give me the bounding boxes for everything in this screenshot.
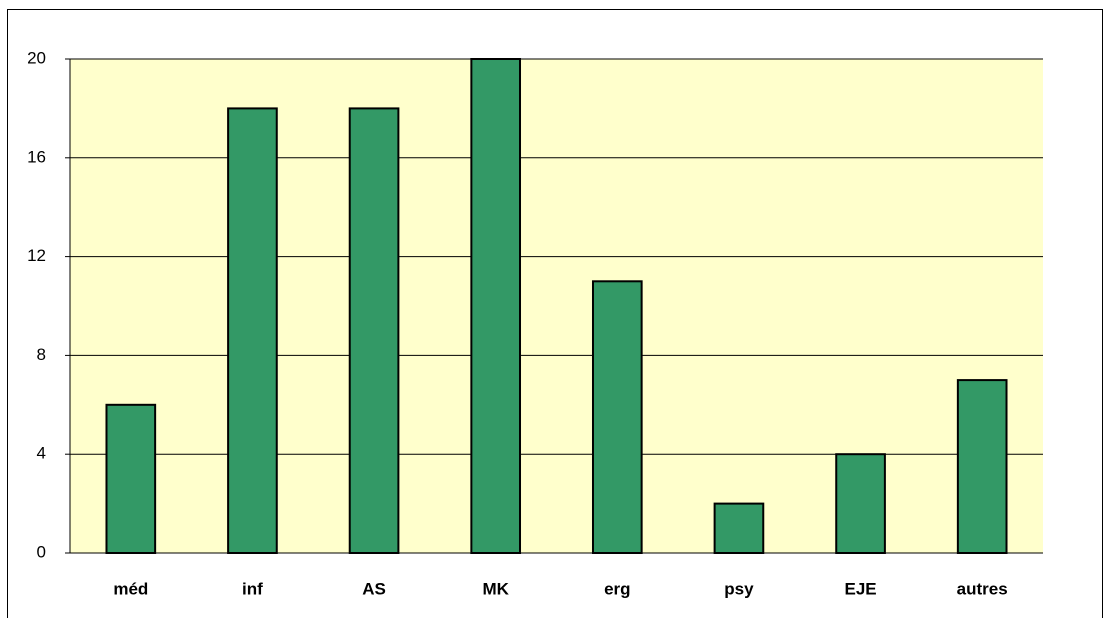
x-tick-label: psy [724,579,754,598]
bar [835,453,886,555]
bar [105,403,157,554]
y-tick-label: 8 [37,345,46,364]
x-tick-label: inf [242,579,263,598]
y-tick-label: 16 [27,147,46,166]
bar [348,107,400,555]
x-tick-label: erg [604,579,630,598]
bar [956,379,1008,554]
x-tick-label: MK [482,579,509,598]
bar [227,107,278,555]
x-tick-label: autres [957,579,1008,598]
bar [591,280,643,554]
x-tick-label: AS [362,579,386,598]
bar [713,502,765,555]
x-tick-label: EJE [844,579,876,598]
y-tick-label: 12 [27,246,46,265]
bar [470,58,522,554]
y-tick-label: 4 [37,444,46,463]
y-tick-label: 0 [37,542,46,561]
x-tick-label: méd [113,579,148,598]
plot-area [70,59,1043,553]
y-tick-label: 20 [27,48,46,67]
